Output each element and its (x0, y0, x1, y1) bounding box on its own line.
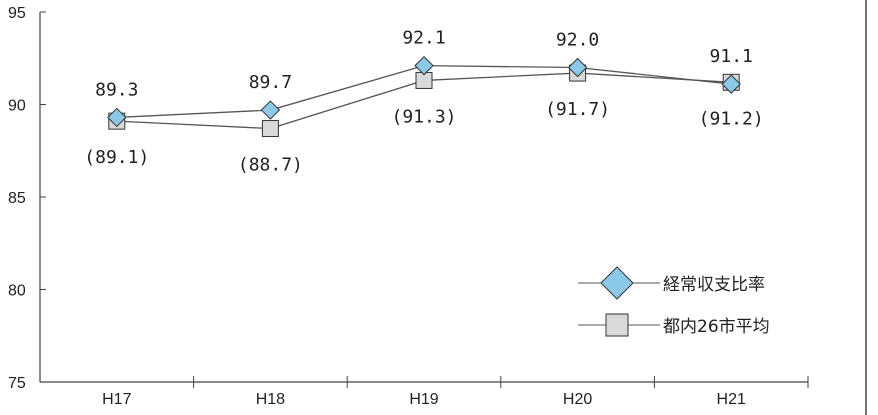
data-label-series-2: (91.2) (699, 108, 764, 129)
data-label-series-1: 92.1 (402, 28, 445, 49)
y-tick-label: 80 (8, 283, 26, 300)
data-label-series-1: 91.1 (710, 46, 753, 67)
legend-label-series-2: 都内26市平均 (663, 317, 770, 337)
data-label-series-1: 92.0 (556, 30, 599, 51)
legend: 経常収支比率 都内26市平均 (578, 266, 770, 337)
data-label-series-2: (89.1) (84, 147, 149, 168)
y-tick-label: 75 (8, 375, 26, 392)
data-point-diamond (567, 57, 588, 78)
data-label-series-1: 89.3 (95, 79, 138, 100)
x-tick-label: H19 (409, 391, 438, 408)
data-label-series-2: (91.3) (391, 106, 456, 127)
data-label-series-1: 89.7 (249, 72, 292, 93)
legend-diamond-marker (600, 266, 634, 300)
x-tick-label: H21 (717, 391, 746, 408)
x-tick-label: H17 (102, 391, 131, 408)
legend-square-marker (605, 313, 629, 337)
data-point-diamond (414, 55, 434, 76)
legend-item-series-1: 経常収支比率 (578, 266, 765, 300)
y-tick-label: 85 (8, 190, 26, 207)
x-tick-label: H18 (256, 391, 285, 408)
legend-item-series-2: 都内26市平均 (578, 313, 770, 337)
legend-label-series-1: 経常収支比率 (663, 275, 765, 295)
y-tick-label: 90 (8, 98, 26, 115)
data-label-series-2: (91.7) (545, 99, 610, 120)
data-label-series-2: (88.7) (238, 155, 303, 176)
x-tick-label: H20 (563, 391, 592, 408)
data-point-diamond (107, 107, 127, 128)
y-tick-label: 95 (8, 5, 26, 22)
data-point-diamond (721, 74, 741, 94)
data-point-square (261, 120, 279, 138)
data-point-diamond (260, 100, 281, 120)
